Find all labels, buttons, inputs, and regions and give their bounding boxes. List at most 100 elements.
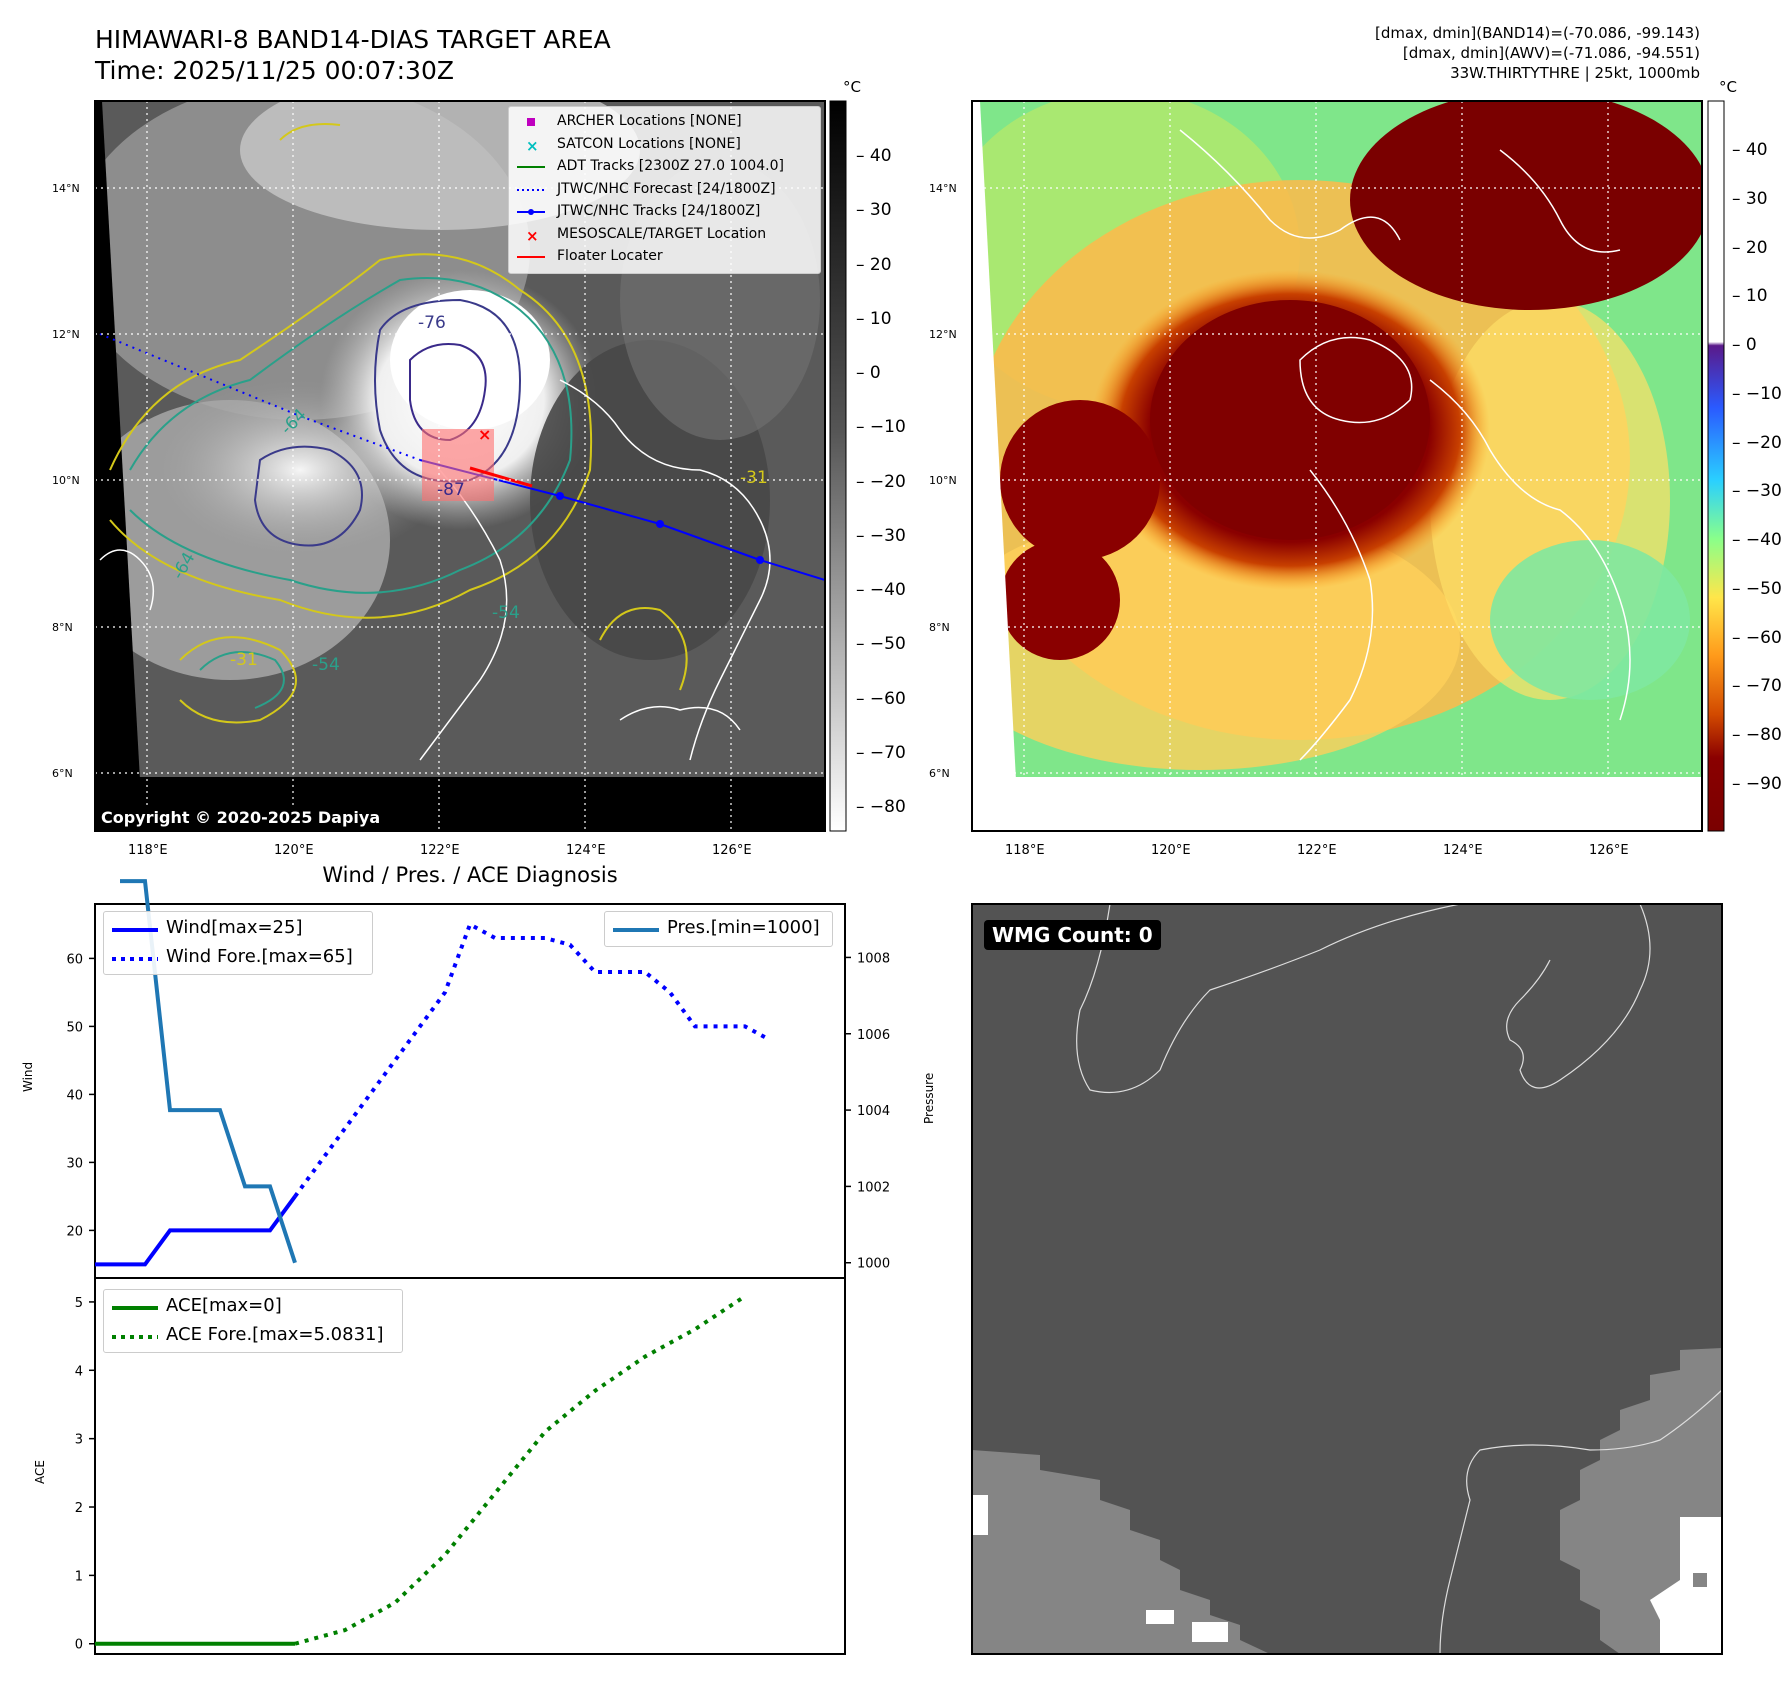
track-point bbox=[656, 520, 664, 528]
ace-series-line-1 bbox=[294, 1294, 747, 1646]
colorbar-tick-label: – −80 bbox=[856, 797, 906, 817]
legend-label: MESOSCALE/TARGET Location bbox=[557, 225, 767, 242]
ace-legend: ACE[max=0] ACE Fore.[max=5.0831] bbox=[103, 1289, 403, 1353]
colorbar-tick-label: – 30 bbox=[1732, 188, 1768, 209]
diagnosis-title: Wind / Pres. / ACE Diagnosis bbox=[322, 863, 618, 887]
lat-label: 6°N bbox=[52, 767, 73, 780]
svg-text:×: × bbox=[526, 227, 539, 245]
legend-label: Pres.[min=1000] bbox=[667, 917, 820, 938]
colorbar-tick-label: – −10 bbox=[1732, 383, 1782, 404]
contour-label: -54 bbox=[312, 655, 340, 675]
ace-tick-label: 0 bbox=[75, 1638, 83, 1653]
track-point bbox=[556, 492, 564, 500]
wind-tick-label: 40 bbox=[66, 1088, 83, 1103]
contour-label: -76 bbox=[418, 313, 446, 333]
colorbar-tick-label: – −70 bbox=[1732, 676, 1782, 697]
lon-label: 118°E bbox=[128, 843, 168, 858]
colorbar-tick-label: – −20 bbox=[856, 471, 906, 492]
legend-label: ACE[max=0] bbox=[166, 1295, 282, 1316]
ace-plot-frame bbox=[94, 1277, 846, 1655]
mesoscale-target-marker: × bbox=[478, 425, 491, 444]
legend-item: Floater Locater bbox=[509, 247, 814, 267]
legend-label: ARCHER Locations [NONE] bbox=[557, 113, 742, 129]
colorbar-tick-label: – 20 bbox=[856, 254, 892, 275]
lon-label: 118°E bbox=[1005, 843, 1045, 858]
lon-label: 120°E bbox=[274, 843, 314, 858]
ace-tick-label: 2 bbox=[75, 1501, 83, 1516]
pressure-tick-label: 1006 bbox=[857, 1028, 890, 1043]
legend-item: × SATCON Locations [NONE] bbox=[509, 135, 814, 155]
legend-label: Floater Locater bbox=[557, 248, 663, 264]
colorbar-tick-label: – 40 bbox=[856, 146, 892, 166]
colorbar-tick-label: – 0 bbox=[1732, 335, 1757, 356]
color-colorbar bbox=[1707, 100, 1725, 832]
colorbar-tick-label: – −30 bbox=[1732, 481, 1782, 502]
awv-map-panel bbox=[971, 100, 1725, 832]
colorbar-tick-label: – 30 bbox=[856, 200, 892, 221]
colorbar-tick-label: – −50 bbox=[856, 634, 906, 655]
lat-label: 12°N bbox=[52, 328, 80, 341]
legend-label: ADT Tracks [2300Z 27.0 1004.0] bbox=[557, 158, 784, 174]
contour-label: -31 bbox=[740, 468, 768, 488]
wind-tick-label: 20 bbox=[66, 1224, 83, 1239]
band14-range-text: [dmax, dmin](BAND14)=(-70.086, -99.143) bbox=[1375, 24, 1700, 42]
legend-item: ADT Tracks [2300Z 27.0 1004.0] bbox=[509, 157, 814, 177]
wind-tick-label: 30 bbox=[66, 1156, 83, 1171]
pressure-tick-label: 1000 bbox=[857, 1257, 890, 1272]
lat-label: 8°N bbox=[929, 621, 950, 634]
legend-item: × MESOSCALE/TARGET Location bbox=[509, 225, 814, 245]
colorbar-tick-label: – −70 bbox=[856, 742, 906, 763]
legend-marker bbox=[517, 112, 545, 132]
legend-marker bbox=[517, 247, 545, 267]
lon-label: 124°E bbox=[1443, 843, 1483, 858]
lon-label: 120°E bbox=[1151, 843, 1191, 858]
floater-locater-line bbox=[469, 466, 533, 488]
wind-pressure-chart: 20 30 40 50 60 1000 1002 1004 1006 1008 0 1 2 3 4 5 bbox=[66, 879, 890, 1655]
legend-marker bbox=[517, 157, 545, 177]
legend-label: ACE Fore.[max=5.0831] bbox=[166, 1324, 384, 1345]
target-area-box bbox=[422, 429, 494, 501]
legend-label: JTWC/NHC Forecast [24/1800Z] bbox=[557, 180, 776, 197]
legend-label: Wind[max=25] bbox=[166, 917, 303, 938]
colorbar-tick-label: – −10 bbox=[856, 417, 906, 438]
lon-label: 122°E bbox=[420, 843, 460, 858]
legend-label: Wind Fore.[max=65] bbox=[166, 946, 353, 967]
colorbar-unit: °C bbox=[843, 78, 861, 96]
figure-title: HIMAWARI-8 BAND14-DIAS TARGET AREA bbox=[95, 25, 611, 54]
wind-tick-label: 50 bbox=[66, 1020, 83, 1035]
colorbar-unit: °C bbox=[1719, 78, 1737, 96]
contour-label: -54 bbox=[492, 603, 520, 623]
legend-item: JTWC/NHC Tracks [24/1800Z] bbox=[509, 202, 814, 222]
ace-tick-label: 3 bbox=[75, 1433, 83, 1448]
colorbar-tick-label: – −40 bbox=[856, 580, 906, 600]
colorbar-tick-label: – −60 bbox=[856, 688, 906, 709]
wmg-count-badge: WMG Count: 0 bbox=[984, 920, 1161, 950]
lat-label: 8°N bbox=[52, 621, 73, 634]
lon-label: 126°E bbox=[1589, 843, 1629, 858]
legend-marker bbox=[517, 202, 545, 222]
pressure-tick-label: 1008 bbox=[857, 951, 890, 966]
colorbar-tick-label: – −80 bbox=[1732, 725, 1782, 746]
colorbar-tick-label: – 20 bbox=[1732, 237, 1768, 258]
contour-label: -87 bbox=[437, 480, 465, 500]
svg-text:×: × bbox=[526, 137, 539, 155]
lat-label: 10°N bbox=[929, 474, 957, 487]
colorbar-tick-label: – −90 bbox=[1732, 774, 1782, 794]
legend-item: JTWC/NHC Forecast [24/1800Z] bbox=[509, 180, 814, 200]
colorbar-tick-label: – 10 bbox=[1732, 286, 1768, 307]
figure-time: Time: 2025/11/25 00:07:30Z bbox=[95, 56, 454, 85]
lon-label: 122°E bbox=[1297, 843, 1337, 858]
lat-label: 12°N bbox=[929, 328, 957, 341]
contour-label: -31 bbox=[230, 650, 258, 670]
pressure-legend: Pres.[min=1000] bbox=[604, 911, 833, 947]
colorbar-tick-label: – −50 bbox=[1732, 578, 1782, 599]
ace-tick-label: 4 bbox=[75, 1364, 83, 1379]
colorbar-tick-label: – −30 bbox=[856, 525, 906, 546]
legend-label: SATCON Locations [NONE] bbox=[557, 135, 741, 152]
lon-label: 124°E bbox=[566, 843, 606, 858]
pressure-tick-label: 1004 bbox=[857, 1104, 890, 1119]
pressure-tick-label: 1002 bbox=[857, 1180, 890, 1195]
legend-label: JTWC/NHC Tracks [24/1800Z] bbox=[557, 203, 761, 219]
awv-range-text: [dmax, dmin](AWV)=(-71.086, -94.551) bbox=[1402, 44, 1700, 62]
